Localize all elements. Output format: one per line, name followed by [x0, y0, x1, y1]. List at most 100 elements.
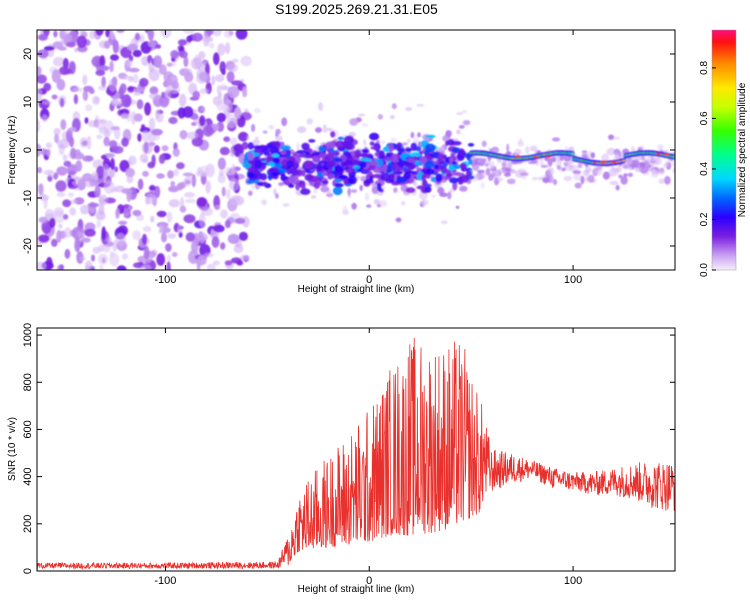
spectrogram-cell [556, 165, 562, 170]
spectrogram-cell [326, 192, 334, 198]
spectrogram-cell [92, 246, 101, 254]
spectrogram-cell [574, 182, 582, 189]
spectrogram-cell [271, 141, 280, 146]
spectrogram-cell [623, 173, 628, 178]
spectrogram-cell [318, 102, 324, 111]
spectrogram-cell [320, 185, 330, 193]
spectrogram-cell [416, 167, 422, 173]
spectrogram-cell [458, 125, 465, 129]
spectrogram-cell [265, 158, 271, 163]
spectrogram-cell [379, 200, 388, 207]
spectrogram-cell [53, 128, 61, 136]
spectrogram-cell [176, 162, 185, 170]
spectrogram-cell [664, 153, 670, 156]
spectrogram-cell [609, 180, 619, 186]
spectrogram-cell [82, 155, 94, 162]
spectrogram-cell [86, 135, 92, 150]
spectrogram-cell [405, 107, 413, 111]
spectrogram-cell [220, 209, 228, 219]
spectrogram-cell [206, 263, 216, 270]
spectrogram-cell [170, 50, 180, 59]
spectrogram-cell [132, 209, 142, 217]
snr-x-ticks: -100 0 100 [154, 328, 582, 587]
spectrogram-cell [101, 76, 106, 88]
spectrogram-cell [148, 117, 156, 131]
spectrogram-cell [84, 260, 93, 270]
spectrogram-cell [246, 172, 255, 179]
spectrogram-cell [59, 97, 65, 108]
spectrogram-cell [118, 220, 128, 225]
spectrogram-cell [497, 159, 502, 164]
snr-y-axis-label: SNR (10 * v/v) [7, 417, 18, 481]
colorbar-tick-label: 0.6 [699, 111, 710, 125]
spectrogram-cell [190, 57, 203, 70]
spectrogram-cell [185, 232, 196, 242]
spectrogram-cell [422, 199, 426, 208]
spectrogram-cell [109, 250, 115, 258]
spectrogram-cell [246, 135, 250, 141]
spectrogram-cell [114, 166, 119, 173]
spectrogram-cell [657, 144, 664, 151]
spectrogram-cell [393, 187, 398, 193]
spectrogram-cell [330, 131, 336, 138]
spectrogram-cell [506, 143, 510, 152]
spectrogram-cell [209, 42, 215, 49]
spectrogram-cell [153, 55, 163, 68]
spectrogram-x-ticks: -100 0 100 [154, 30, 582, 286]
spectrogram-cell [515, 155, 521, 158]
x-tick-label: 0 [366, 575, 372, 587]
spectrogram-cell [132, 230, 142, 241]
spectrogram-cell [312, 155, 321, 163]
snr-frame [36, 327, 676, 572]
spectrogram-cell [97, 65, 110, 71]
spectrogram-cell [37, 66, 42, 76]
spectrogram-cell [137, 178, 144, 190]
spectrogram-cell [167, 233, 177, 239]
spectrogram-cell [126, 174, 134, 184]
spectrogram-cell [316, 172, 325, 178]
spectrogram-cell [184, 71, 194, 83]
spectrogram-cell [279, 145, 291, 151]
spectrogram-cell [239, 254, 251, 261]
spectrogram-cell [160, 30, 172, 39]
x-tick-label: -100 [154, 274, 176, 286]
spectrogram-cell [649, 159, 657, 164]
spectrogram-cell [313, 181, 321, 189]
spectrogram-cell [282, 203, 290, 207]
spectrogram-cell [158, 154, 166, 165]
spectrogram-cell [477, 169, 485, 174]
spectrogram-cell [322, 124, 327, 133]
spectrogram-cell [177, 225, 183, 234]
spectrogram-cell [334, 166, 343, 173]
spectrogram-cell [306, 118, 313, 125]
spectrogram-cell [229, 148, 236, 158]
spectrogram-cell [615, 184, 620, 191]
spectrogram-cell [572, 170, 582, 175]
spectrogram-cell [128, 67, 140, 73]
x-tick-label: 100 [564, 274, 582, 286]
spectrogram-cell [369, 141, 375, 146]
x-tick-label: -100 [154, 575, 176, 587]
spectrogram-cell [480, 182, 485, 189]
spectrogram-cell [366, 204, 372, 208]
spectrogram-cell [233, 143, 244, 158]
spectrogram-cell [37, 34, 49, 41]
spectrogram-cell [280, 176, 290, 180]
spectrogram-cell [449, 177, 459, 184]
snr-panel: -100 0 100 0 200 400 600 800 1000 Height of str… [7, 323, 676, 595]
spectrogram-cell [141, 233, 148, 245]
spectrogram-cell [445, 130, 452, 138]
spectrogram-cell [456, 111, 463, 116]
spectrogram-cell [71, 181, 79, 186]
spectrogram-cell [177, 39, 187, 46]
spectrogram-cell [327, 173, 336, 179]
spectrogram-cell [104, 40, 111, 50]
spectrogram-cell [211, 236, 220, 248]
spectrogram-cell [159, 224, 164, 232]
spectrogram-cell [110, 157, 115, 171]
spectrogram-cell [67, 192, 75, 198]
spectrogram-cell [62, 214, 69, 220]
spectrogram-cell [253, 107, 261, 114]
spectrogram-cell [506, 178, 516, 185]
